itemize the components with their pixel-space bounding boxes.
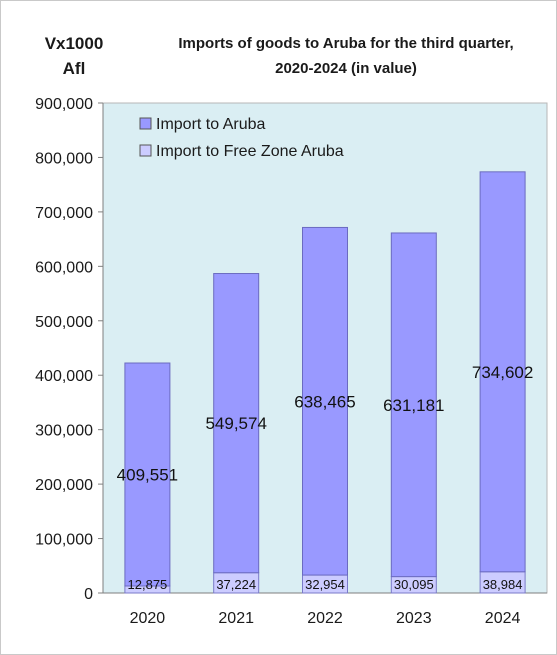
data-label-free-zone: 30,095 — [394, 577, 434, 592]
y-tick-label: 800,000 — [35, 150, 93, 167]
x-tick-label: 2021 — [218, 610, 254, 627]
y-tick-label: 200,000 — [35, 477, 93, 494]
bar-import-aruba-2022 — [302, 226, 348, 576]
y-unit-line-2: Afl — [62, 59, 86, 78]
y-tick-label: 500,000 — [35, 314, 93, 331]
data-label-import-aruba: 638,465 — [294, 392, 355, 411]
legend-label-free-zone: Import to Free Zone Aruba — [156, 143, 344, 160]
legend-swatch-free-zone — [139, 144, 152, 157]
bar-import-aruba-2020 — [124, 362, 171, 587]
bar-import-aruba-2023 — [390, 232, 437, 578]
data-label-free-zone: 32,954 — [305, 577, 345, 592]
y-tick-label: 0 — [84, 586, 93, 603]
chart-title-line-2: 2020-2024 (in value) — [275, 60, 417, 77]
x-tick-label: 2023 — [396, 610, 432, 627]
y-unit-label: Vx1000 Afl — [19, 31, 129, 81]
y-tick-label: 700,000 — [35, 205, 93, 222]
x-tick-label: 2022 — [307, 610, 343, 627]
y-tick-label: 600,000 — [35, 259, 93, 276]
data-label-import-aruba: 734,602 — [472, 363, 533, 382]
data-label-free-zone: 12,875 — [128, 577, 168, 592]
y-tick-label: 300,000 — [35, 423, 93, 440]
chart-title-line-1: Imports of goods to Aruba for the third … — [178, 35, 514, 52]
chart-title: Imports of goods to Aruba for the third … — [136, 31, 556, 81]
bar-import-aruba-2024 — [479, 171, 526, 573]
y-tick-label: 900,000 — [35, 96, 93, 113]
data-label-free-zone: 38,984 — [483, 577, 523, 592]
legend-swatch-import-aruba — [139, 117, 152, 130]
bar-import-aruba-2021 — [213, 273, 260, 574]
data-label-import-aruba: 409,551 — [117, 466, 178, 485]
x-tick-label: 2020 — [130, 610, 166, 627]
data-label-free-zone: 37,224 — [216, 577, 256, 592]
legend-label-import-aruba: Import to Aruba — [156, 116, 265, 133]
data-label-import-aruba: 631,181 — [383, 396, 444, 415]
x-tick-label: 2024 — [485, 610, 521, 627]
y-tick-label: 400,000 — [35, 368, 93, 385]
data-label-import-aruba: 549,574 — [205, 414, 266, 433]
y-unit-line-1: Vx1000 — [44, 34, 104, 53]
y-tick-label: 100,000 — [35, 532, 93, 549]
